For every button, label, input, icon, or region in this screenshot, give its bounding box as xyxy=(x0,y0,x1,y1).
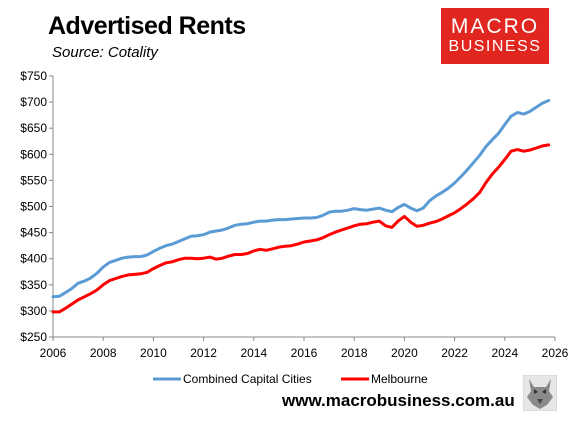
x-tick-label: 2024 xyxy=(491,346,518,360)
x-tick-label: 2006 xyxy=(40,346,67,360)
y-tick-label: $500 xyxy=(20,200,47,214)
x-tick-label: 2026 xyxy=(542,346,569,360)
y-tick-label: $250 xyxy=(20,330,47,344)
chart-series xyxy=(51,99,551,314)
logo-line-1: MACRO xyxy=(450,15,540,38)
chart-subtitle: Source: Cotality xyxy=(52,44,158,61)
y-tick-label: $450 xyxy=(20,226,47,240)
chart-title: Advertised Rents xyxy=(48,12,246,40)
y-tick-label: $650 xyxy=(20,121,47,135)
y-tick-label: $700 xyxy=(20,95,47,109)
x-tick-label: 2014 xyxy=(240,346,267,360)
x-tick-label: 2016 xyxy=(291,346,318,360)
y-tick-label: $550 xyxy=(20,173,47,187)
x-tick-label: 2022 xyxy=(441,346,468,360)
y-tick-label: $600 xyxy=(20,147,47,161)
website-url: www.macrobusiness.com.au xyxy=(282,391,515,410)
y-tick-label: $750 xyxy=(20,69,47,83)
x-tick-label: 2018 xyxy=(341,346,368,360)
y-tick-label: $400 xyxy=(20,252,47,266)
legend-label-melbourne: Melbourne xyxy=(371,372,428,386)
legend-label-combined-capital-cities: Combined Capital Cities xyxy=(183,372,312,386)
x-tick-label: 2012 xyxy=(190,346,217,360)
chart-axes: $250 $300 $350 $400 $450 $500 $550 $600 $650 $700… xyxy=(20,69,568,360)
logo-line-2: BUSINESS xyxy=(448,38,542,55)
series-line-combined-capital-cities xyxy=(51,99,551,299)
x-tick-label: 2008 xyxy=(90,346,117,360)
wolf-icon xyxy=(523,375,557,411)
x-tick-label: 2010 xyxy=(140,346,167,360)
x-tick-label: 2020 xyxy=(391,346,418,360)
y-tick-label: $350 xyxy=(20,278,47,292)
y-tick-label: $300 xyxy=(20,304,47,318)
chart-legend: Combined Capital Cities Melbourne xyxy=(153,372,428,386)
series-line-melbourne xyxy=(51,143,551,314)
macro-business-logo: MACRO BUSINESS xyxy=(441,8,549,64)
